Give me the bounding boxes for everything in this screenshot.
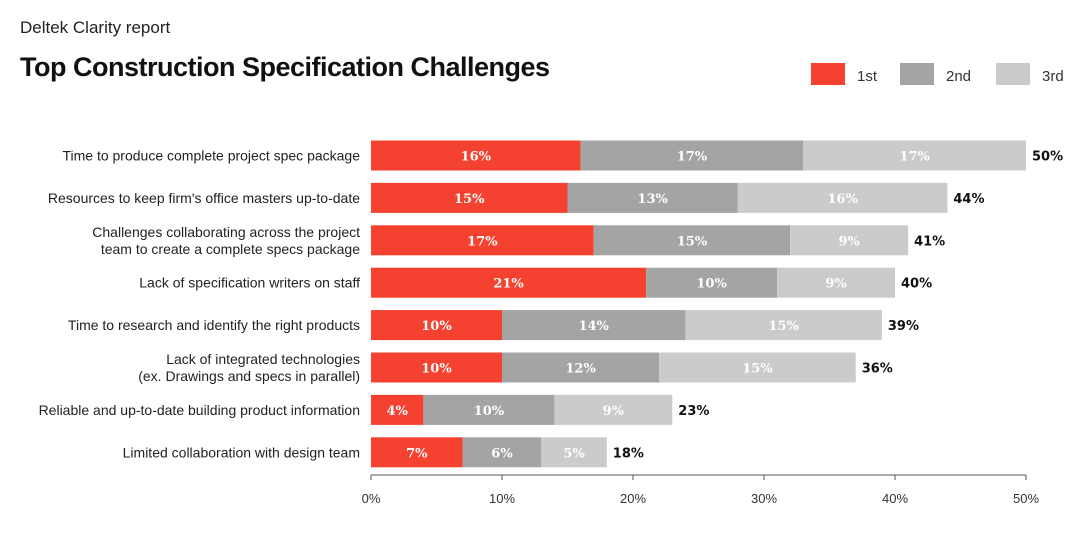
data-label-1st: 10% — [421, 362, 452, 377]
data-label-2nd: 10% — [696, 277, 727, 292]
bar-segment-2nd — [646, 267, 778, 298]
legend-swatch-2nd — [900, 62, 934, 85]
bar-segment-1st — [371, 267, 647, 298]
data-label-3rd: 9% — [603, 404, 625, 419]
category-label: Time to produce complete project spec pa… — [62, 148, 360, 164]
bar-segment-2nd — [580, 140, 804, 171]
bar-segment-1st — [371, 182, 568, 213]
category-label: Challenges collaborating across the proj… — [92, 224, 360, 257]
legend-label-3rd: 3rd — [1042, 68, 1064, 85]
total-label: 50% — [1032, 150, 1063, 165]
data-label-3rd: 9% — [825, 277, 847, 292]
data-label-2nd: 10% — [474, 404, 505, 419]
legend-swatch-1st — [811, 62, 845, 85]
bar-segment-2nd — [462, 437, 542, 468]
bar-segment-3rd — [541, 437, 607, 468]
bar-segment-1st — [371, 310, 502, 341]
category-label: Time to research and identify the right … — [68, 317, 360, 333]
data-label-3rd: 17% — [899, 150, 930, 165]
category-label: Lack of specification writers on staff — [139, 275, 360, 291]
bar-segment-2nd — [423, 394, 555, 425]
bar-segment-3rd — [803, 140, 1026, 171]
data-label-1st: 10% — [421, 319, 452, 334]
total-label: 18% — [613, 446, 644, 461]
data-label-2nd: 17% — [677, 150, 708, 165]
legend-item-2nd: 2nd — [900, 62, 971, 85]
bar-segment-2nd — [593, 225, 791, 256]
category-label: Limited collaboration with design team — [123, 444, 360, 460]
bar-segment-3rd — [790, 225, 909, 256]
data-label-2nd: 14% — [578, 319, 609, 334]
x-tick-label: 20% — [620, 491, 646, 506]
bar-segment-3rd — [685, 310, 882, 341]
bar-segment-1st — [371, 225, 594, 256]
category-label: Reliable and up-to-date building product… — [39, 402, 360, 418]
data-label-3rd: 15% — [768, 319, 799, 334]
legend-item-1st: 1st — [811, 62, 877, 85]
bar-segment-1st — [371, 140, 581, 171]
bar-segment-3rd — [659, 352, 856, 383]
data-label-3rd: 9% — [838, 234, 860, 249]
data-label-2nd: 15% — [677, 234, 708, 249]
x-tick-label: 30% — [751, 491, 777, 506]
data-label-1st: 16% — [461, 150, 492, 165]
data-label-3rd: 16% — [827, 192, 858, 207]
x-tick-label: 0% — [362, 491, 381, 506]
bar-segment-3rd — [554, 394, 673, 425]
data-label-1st: 15% — [454, 192, 485, 207]
bar-segment-3rd — [777, 267, 895, 298]
data-label-3rd: 5% — [563, 446, 585, 461]
data-label-2nd: 12% — [565, 362, 596, 377]
category-label: Resources to keep firm's office masters … — [48, 190, 360, 206]
total-label: 44% — [953, 192, 984, 207]
x-tick-label: 50% — [1013, 491, 1039, 506]
category-label: Lack of integrated technologies (ex. Draw… — [138, 351, 360, 384]
bar-segment-3rd — [737, 182, 948, 213]
report-subtitle: Deltek Clarity report — [20, 18, 171, 37]
data-label-1st: 4% — [386, 404, 408, 419]
x-tick-label: 40% — [882, 491, 908, 506]
chart-title: Top Construction Specification Challenge… — [20, 52, 550, 82]
data-label-2nd: 6% — [491, 446, 513, 461]
legend-label-1st: 1st — [857, 68, 878, 85]
data-label-1st: 17% — [467, 234, 498, 249]
data-label-3rd: 15% — [742, 362, 773, 377]
total-label: 40% — [901, 277, 932, 292]
total-label: 23% — [678, 404, 709, 419]
bar-segment-2nd — [502, 352, 660, 383]
bar-segment-2nd — [502, 310, 686, 341]
chart-legend: 1st 2nd 3rd — [0, 62, 1080, 88]
data-label-1st: 21% — [493, 277, 524, 292]
bar-segment-1st — [371, 394, 424, 425]
x-tick-label: 10% — [489, 491, 515, 506]
bar-segment-1st — [371, 352, 502, 383]
legend-item-3rd: 3rd — [996, 62, 1064, 85]
legend-swatch-3rd — [996, 62, 1030, 85]
bar-segment-1st — [371, 437, 463, 468]
bar-segment-2nd — [567, 182, 738, 213]
total-label: 36% — [862, 362, 893, 377]
total-label: 41% — [914, 234, 945, 249]
legend-label-2nd: 2nd — [946, 68, 972, 85]
data-label-1st: 7% — [406, 446, 428, 461]
total-label: 39% — [888, 319, 919, 334]
data-label-2nd: 13% — [637, 192, 668, 207]
